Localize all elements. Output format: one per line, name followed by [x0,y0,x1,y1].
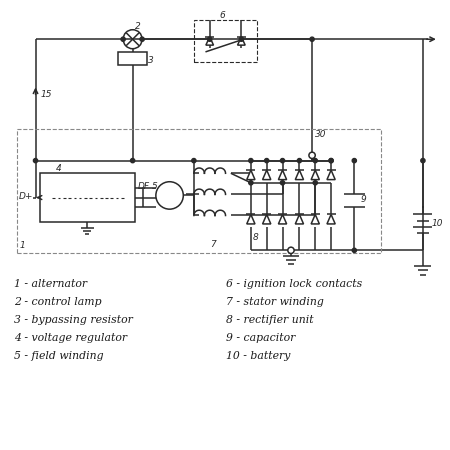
Circle shape [249,180,253,185]
Circle shape [329,158,333,163]
Text: 8 - rectifier unit: 8 - rectifier unit [225,315,313,325]
Text: 6: 6 [220,11,225,20]
Text: 2: 2 [135,22,140,31]
Text: 1 - alternator: 1 - alternator [14,279,88,289]
Text: 1: 1 [20,241,26,250]
Polygon shape [295,215,304,224]
Polygon shape [279,215,287,224]
Text: 5: 5 [152,182,158,191]
Circle shape [329,158,333,163]
Polygon shape [327,215,335,224]
Circle shape [421,158,425,163]
Circle shape [249,158,253,163]
Circle shape [352,248,356,252]
Circle shape [288,247,294,253]
Polygon shape [263,170,271,180]
Circle shape [239,37,243,41]
Text: 10: 10 [432,220,443,229]
Circle shape [309,152,315,158]
Text: DF: DF [138,182,150,191]
Circle shape [33,158,38,163]
Text: 9: 9 [360,195,366,204]
Bar [194,20,257,63]
Text: 9 - capacitor: 9 - capacitor [225,333,295,342]
Circle shape [130,158,135,163]
Polygon shape [279,170,287,180]
Text: 2 - control lamp: 2 - control lamp [14,297,102,307]
Polygon shape [247,170,255,180]
Circle shape [313,180,317,185]
Text: 5 - field winding: 5 - field winding [14,351,104,360]
Circle shape [121,37,125,41]
Circle shape [280,158,285,163]
Circle shape [192,158,196,163]
Polygon shape [263,215,271,224]
Polygon shape [295,170,304,180]
Bar [40,173,135,222]
Circle shape [352,158,356,163]
Text: 4: 4 [56,164,61,173]
Text: 30: 30 [315,130,327,140]
Polygon shape [311,170,320,180]
Text: 6 - ignition lock contacts: 6 - ignition lock contacts [225,279,362,289]
Circle shape [297,158,302,163]
Circle shape [207,37,212,41]
Circle shape [280,180,285,185]
Polygon shape [247,215,255,224]
Text: 10 - battery: 10 - battery [225,351,290,360]
Bar [118,52,148,64]
Circle shape [265,158,269,163]
Text: 15: 15 [41,90,52,99]
Bar [17,129,381,253]
Text: 3 - bypassing resistor: 3 - bypassing resistor [14,315,133,325]
Text: 7: 7 [210,240,216,249]
Text: 4 - voltage regulator: 4 - voltage regulator [14,333,127,342]
Text: 7 - stator winding: 7 - stator winding [225,297,324,307]
Text: 8: 8 [253,233,259,242]
Circle shape [313,158,317,163]
Polygon shape [327,170,335,180]
Text: 3: 3 [148,56,154,65]
Text: D+: D+ [18,192,33,201]
Circle shape [140,37,144,41]
Circle shape [310,37,314,41]
Polygon shape [311,215,320,224]
